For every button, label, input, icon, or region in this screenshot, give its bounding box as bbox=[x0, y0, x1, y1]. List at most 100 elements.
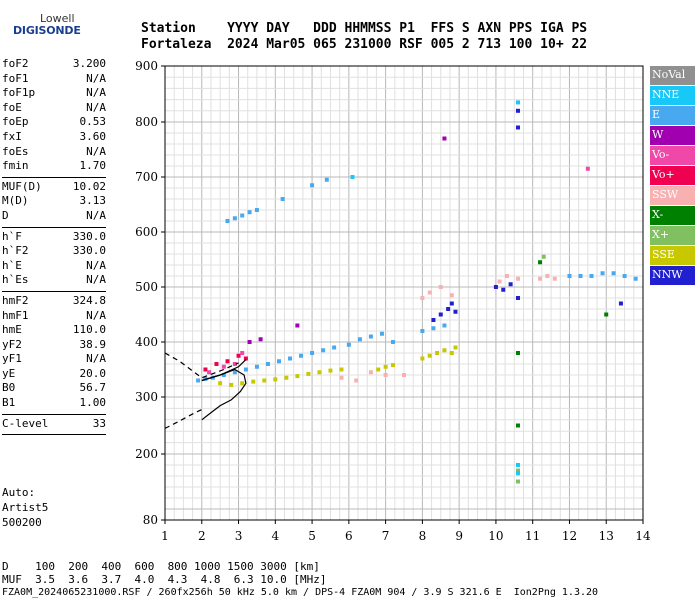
data-point bbox=[214, 362, 219, 366]
y-tick-label: 600 bbox=[135, 225, 158, 239]
data-point bbox=[515, 351, 520, 355]
data-point bbox=[501, 287, 506, 292]
x-tick-label: 3 bbox=[235, 529, 243, 543]
data-point bbox=[221, 373, 226, 377]
data-point bbox=[203, 367, 208, 372]
param-row: hmF1 N/A bbox=[2, 309, 106, 324]
header-row-labels: Station YYYY DAY DDD HHMMSS P1 FFS S AXN… bbox=[141, 21, 588, 36]
data-point bbox=[497, 279, 502, 284]
data-point bbox=[515, 108, 520, 113]
data-point bbox=[515, 423, 520, 428]
data-point bbox=[449, 351, 454, 355]
param-row: yF1 N/A bbox=[2, 352, 106, 367]
data-point bbox=[262, 378, 267, 383]
data-point bbox=[225, 219, 230, 223]
data-point bbox=[515, 463, 520, 467]
legend-item: Vo- bbox=[650, 146, 695, 165]
param-key: hmE bbox=[2, 323, 22, 337]
data-point bbox=[295, 374, 300, 379]
legend-item: W bbox=[650, 126, 695, 145]
x-tick-label: 11 bbox=[525, 529, 540, 543]
data-point bbox=[350, 175, 355, 179]
data-point bbox=[328, 368, 333, 373]
param-key: M(D) bbox=[2, 194, 29, 208]
param-value: 33 bbox=[92, 416, 106, 430]
param-key: B1 bbox=[2, 396, 16, 410]
param-key: foF1p bbox=[2, 86, 36, 100]
x-tick-label: 10 bbox=[488, 529, 503, 543]
data-point bbox=[339, 375, 344, 380]
param-key: h`Es bbox=[2, 273, 29, 287]
data-point bbox=[622, 274, 627, 278]
param-key: foE bbox=[2, 100, 22, 114]
data-point bbox=[633, 276, 638, 281]
param-divider bbox=[2, 413, 106, 415]
data-point bbox=[446, 307, 451, 311]
x-tick-label: 12 bbox=[562, 529, 577, 543]
x-tick-label: 1 bbox=[161, 529, 169, 543]
param-row: D N/A bbox=[2, 209, 106, 224]
param-row: B0 56.7 bbox=[2, 381, 106, 396]
data-point bbox=[306, 371, 311, 376]
auto-version: 500200 bbox=[2, 516, 42, 529]
legend-item: SSE bbox=[650, 246, 695, 265]
data-point bbox=[611, 271, 616, 276]
data-point bbox=[254, 208, 259, 212]
param-value: 324.8 bbox=[72, 293, 106, 307]
param-divider bbox=[2, 434, 106, 436]
param-key: foEs bbox=[2, 144, 29, 158]
x-tick-label: 2 bbox=[198, 529, 206, 543]
param-row: h`F2 330.0 bbox=[2, 244, 106, 259]
data-point bbox=[247, 340, 252, 344]
logo-lowell: Lowell bbox=[40, 12, 75, 25]
param-key: yE bbox=[2, 366, 16, 380]
y-tick-label: 200 bbox=[135, 447, 158, 461]
param-row: yE 20.0 bbox=[2, 367, 106, 382]
y-tick-label: 300 bbox=[135, 390, 158, 404]
legend-item: NoVal bbox=[650, 66, 695, 85]
param-value: N/A bbox=[86, 100, 106, 114]
x-tick-label: 5 bbox=[308, 529, 316, 543]
data-point bbox=[493, 285, 498, 289]
param-key: fmin bbox=[2, 159, 29, 173]
data-point bbox=[442, 136, 447, 141]
data-point bbox=[435, 351, 440, 355]
data-point bbox=[276, 359, 281, 364]
profile-line-dashed bbox=[164, 408, 203, 429]
polarization-legend: NoVal NNE E W Vo- Vo+ SSW X- X+ SSE NNW bbox=[650, 66, 695, 286]
param-row: C-level 33 bbox=[2, 417, 106, 432]
param-row: hmE 110.0 bbox=[2, 323, 106, 338]
param-value: 1.00 bbox=[79, 396, 107, 410]
data-point bbox=[515, 276, 520, 281]
param-row: fxI 3.60 bbox=[2, 130, 106, 145]
param-row: h`F 330.0 bbox=[2, 230, 106, 245]
data-point bbox=[284, 375, 289, 380]
footer-file-info: FZA0M_2024065231000.RSF / 260fx256h 50 k… bbox=[2, 587, 599, 598]
data-point bbox=[299, 353, 304, 358]
data-point bbox=[604, 312, 609, 317]
data-point bbox=[339, 367, 344, 372]
data-point bbox=[383, 364, 388, 369]
param-key: yF1 bbox=[2, 352, 22, 366]
data-point bbox=[218, 381, 223, 386]
data-point bbox=[310, 183, 315, 188]
legend-item: X- bbox=[650, 206, 695, 225]
legend-item: SSW bbox=[650, 186, 695, 205]
data-point bbox=[273, 377, 278, 382]
data-point bbox=[504, 274, 509, 278]
data-point bbox=[567, 274, 572, 278]
param-value: 38.9 bbox=[79, 337, 107, 351]
data-point bbox=[232, 362, 237, 366]
data-point bbox=[221, 364, 226, 369]
y-tick-label: 500 bbox=[135, 280, 158, 294]
x-tick-label: 13 bbox=[599, 529, 614, 543]
x-tick-label: 9 bbox=[455, 529, 463, 543]
param-value: N/A bbox=[86, 352, 106, 366]
data-point bbox=[420, 356, 425, 361]
x-tick-label: 14 bbox=[635, 529, 651, 543]
data-point bbox=[240, 351, 245, 355]
auto-label: Auto: bbox=[2, 486, 36, 499]
parameter-panel: foF2 3.200 foF1 N/A foF1p N/A foE N/A foEp 0.53 fx… bbox=[2, 57, 106, 437]
legend-item: X+ bbox=[650, 226, 695, 245]
param-key: h`F2 bbox=[2, 244, 29, 258]
